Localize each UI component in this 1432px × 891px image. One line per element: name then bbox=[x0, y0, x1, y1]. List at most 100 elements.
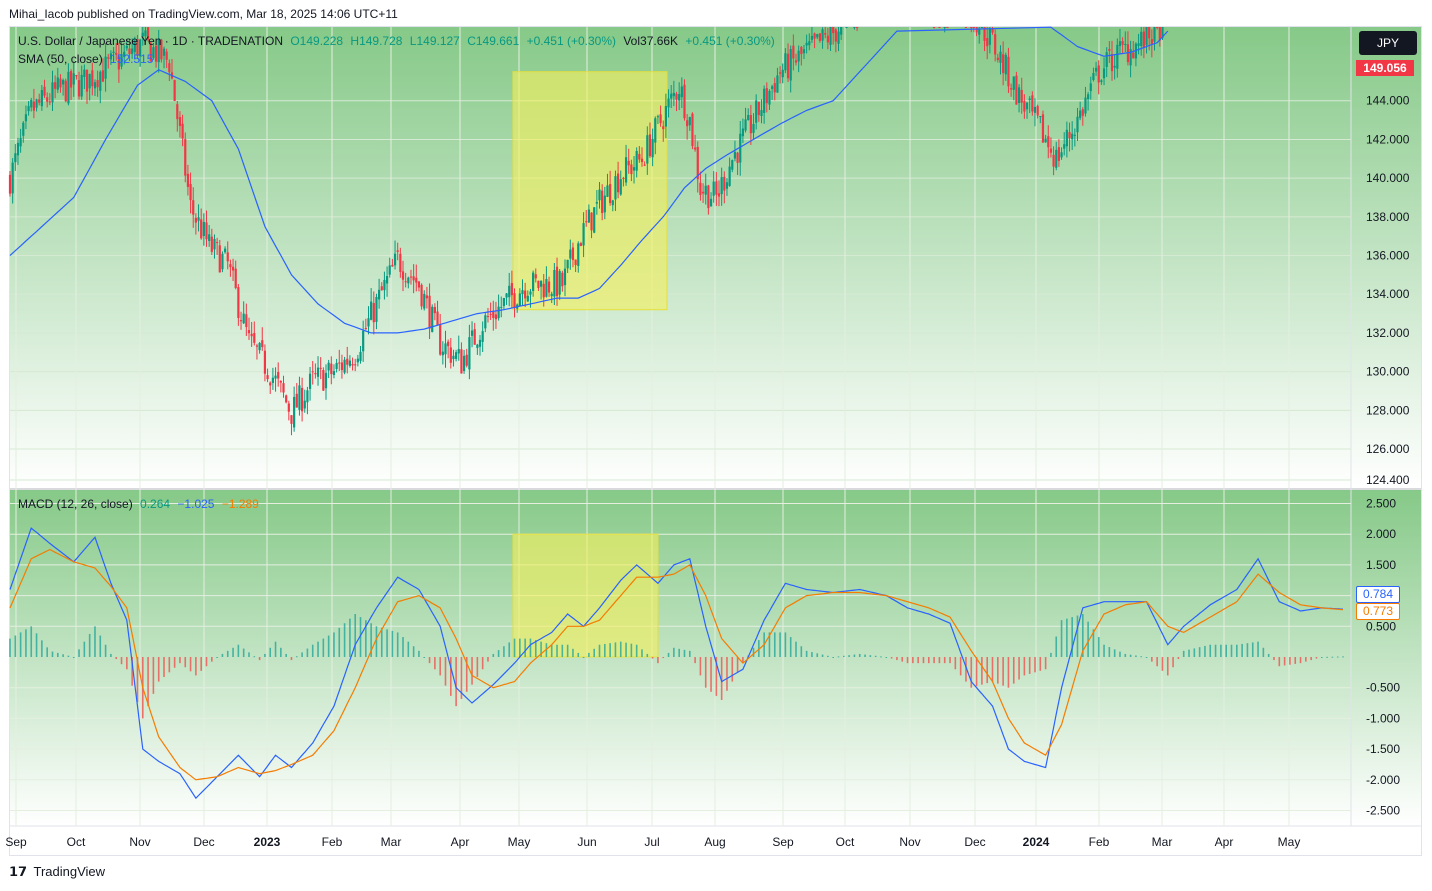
candle-body bbox=[1097, 65, 1100, 83]
ohlc-high: H149.728 bbox=[350, 34, 403, 48]
candle-body bbox=[1102, 68, 1106, 79]
candle-body bbox=[1156, 27, 1159, 28]
candle-body bbox=[178, 117, 182, 127]
candle-body bbox=[980, 27, 983, 28]
histogram-bar bbox=[1060, 620, 1063, 657]
candle-body bbox=[736, 152, 739, 163]
histogram-bar bbox=[896, 657, 898, 661]
histogram-bar bbox=[726, 657, 728, 691]
histogram-bar bbox=[1124, 653, 1127, 657]
candle-body bbox=[813, 33, 816, 39]
candle-body bbox=[561, 272, 564, 287]
candle-body bbox=[123, 51, 126, 57]
histogram-bar bbox=[211, 657, 213, 662]
candle-body bbox=[107, 57, 110, 59]
histogram-bar bbox=[508, 642, 511, 657]
candle-body bbox=[330, 363, 333, 375]
histogram-bar bbox=[1299, 657, 1302, 664]
candle-body bbox=[810, 35, 814, 40]
candle-body bbox=[630, 164, 633, 175]
histogram-bar bbox=[1230, 644, 1233, 657]
time-tick-label: Oct bbox=[67, 835, 86, 849]
candle-body bbox=[1065, 129, 1068, 147]
histogram-bar bbox=[954, 657, 957, 670]
candle-body bbox=[1068, 132, 1071, 139]
candle-body bbox=[1036, 105, 1039, 116]
candle-body bbox=[223, 248, 227, 253]
histogram-bar bbox=[200, 657, 202, 671]
histogram-bar bbox=[1161, 657, 1164, 671]
candle-body bbox=[314, 373, 317, 375]
histogram-bar bbox=[407, 641, 410, 657]
candle-body bbox=[351, 364, 354, 366]
currency-button[interactable]: JPY bbox=[1359, 31, 1417, 55]
candle-body bbox=[141, 32, 144, 37]
footer[interactable]: 𝟭𝟳 TradingView bbox=[9, 864, 105, 880]
candle-body bbox=[19, 138, 22, 147]
candle-body bbox=[816, 34, 819, 38]
candle-body bbox=[601, 190, 604, 214]
histogram-bar bbox=[83, 641, 86, 657]
candle-body bbox=[510, 283, 513, 296]
histogram-bar bbox=[30, 626, 33, 657]
candle-body bbox=[789, 49, 792, 81]
candle-body bbox=[1015, 75, 1018, 105]
histogram-bar bbox=[173, 657, 176, 668]
candle-body bbox=[566, 259, 569, 269]
histogram-bar bbox=[1066, 618, 1068, 657]
histogram-bar bbox=[720, 657, 723, 700]
candle-body bbox=[359, 351, 362, 361]
candle-body bbox=[109, 53, 113, 60]
histogram-bar bbox=[1278, 657, 1281, 667]
candle-body bbox=[794, 60, 798, 63]
candle-body bbox=[728, 166, 731, 186]
histogram-bar bbox=[412, 646, 415, 657]
time-axis[interactable]: Sep Oct Nov Dec 2023 Feb Mar Apr May Jun Jul Aug Sep… bbox=[5, 835, 1300, 849]
histogram-bar bbox=[938, 657, 941, 664]
candle-body bbox=[439, 324, 442, 355]
time-tick-label: May bbox=[1278, 835, 1301, 849]
candle-body bbox=[558, 270, 561, 295]
candle-body bbox=[970, 27, 973, 28]
candle-body bbox=[152, 47, 155, 59]
price-axis[interactable]: 144.000 142.000 140.000 138.000 136.000 134.0… bbox=[1366, 94, 1410, 818]
macd-tick-label: -1.500 bbox=[1366, 742, 1400, 756]
macd-signal-value: −1.289 bbox=[221, 497, 259, 511]
candle-body bbox=[8, 174, 12, 194]
candle-body bbox=[1079, 110, 1082, 118]
candle-body bbox=[208, 234, 211, 242]
histogram-bar bbox=[370, 623, 372, 657]
candle-body bbox=[829, 27, 832, 45]
candle-body bbox=[332, 371, 336, 375]
candle-body bbox=[800, 46, 803, 55]
candle-body bbox=[69, 71, 73, 88]
histogram-bar bbox=[131, 657, 133, 686]
macd-line bbox=[9, 527, 1344, 800]
histogram-bar bbox=[609, 643, 611, 657]
histogram-bar bbox=[1305, 657, 1307, 662]
candle-body bbox=[590, 212, 593, 231]
candle-body bbox=[797, 50, 800, 62]
candle-body bbox=[452, 355, 455, 360]
sma-label[interactable]: SMA (50, close) bbox=[18, 52, 103, 66]
histogram-bar bbox=[853, 654, 856, 657]
histogram-bar bbox=[126, 657, 128, 670]
histogram-bar bbox=[375, 626, 378, 657]
histogram-bar bbox=[1129, 654, 1132, 657]
candle-body bbox=[115, 52, 118, 55]
macd-label[interactable]: MACD (12, 26, close) bbox=[18, 497, 133, 511]
histogram-bar bbox=[503, 646, 505, 657]
histogram-bar bbox=[1336, 656, 1339, 658]
candle-body bbox=[449, 347, 452, 363]
histogram-bar bbox=[317, 641, 319, 657]
histogram-bar bbox=[189, 657, 192, 672]
candle-body bbox=[91, 70, 94, 87]
histogram-bar bbox=[1331, 656, 1334, 658]
symbol-title[interactable]: U.S. Dollar / Japanese Yen · 1D · TRADEN… bbox=[18, 34, 283, 48]
histogram-bar bbox=[1267, 653, 1270, 657]
histogram-bar bbox=[216, 657, 218, 658]
candle-body bbox=[781, 69, 784, 78]
candle-body bbox=[404, 281, 407, 283]
candle-body bbox=[744, 119, 747, 131]
